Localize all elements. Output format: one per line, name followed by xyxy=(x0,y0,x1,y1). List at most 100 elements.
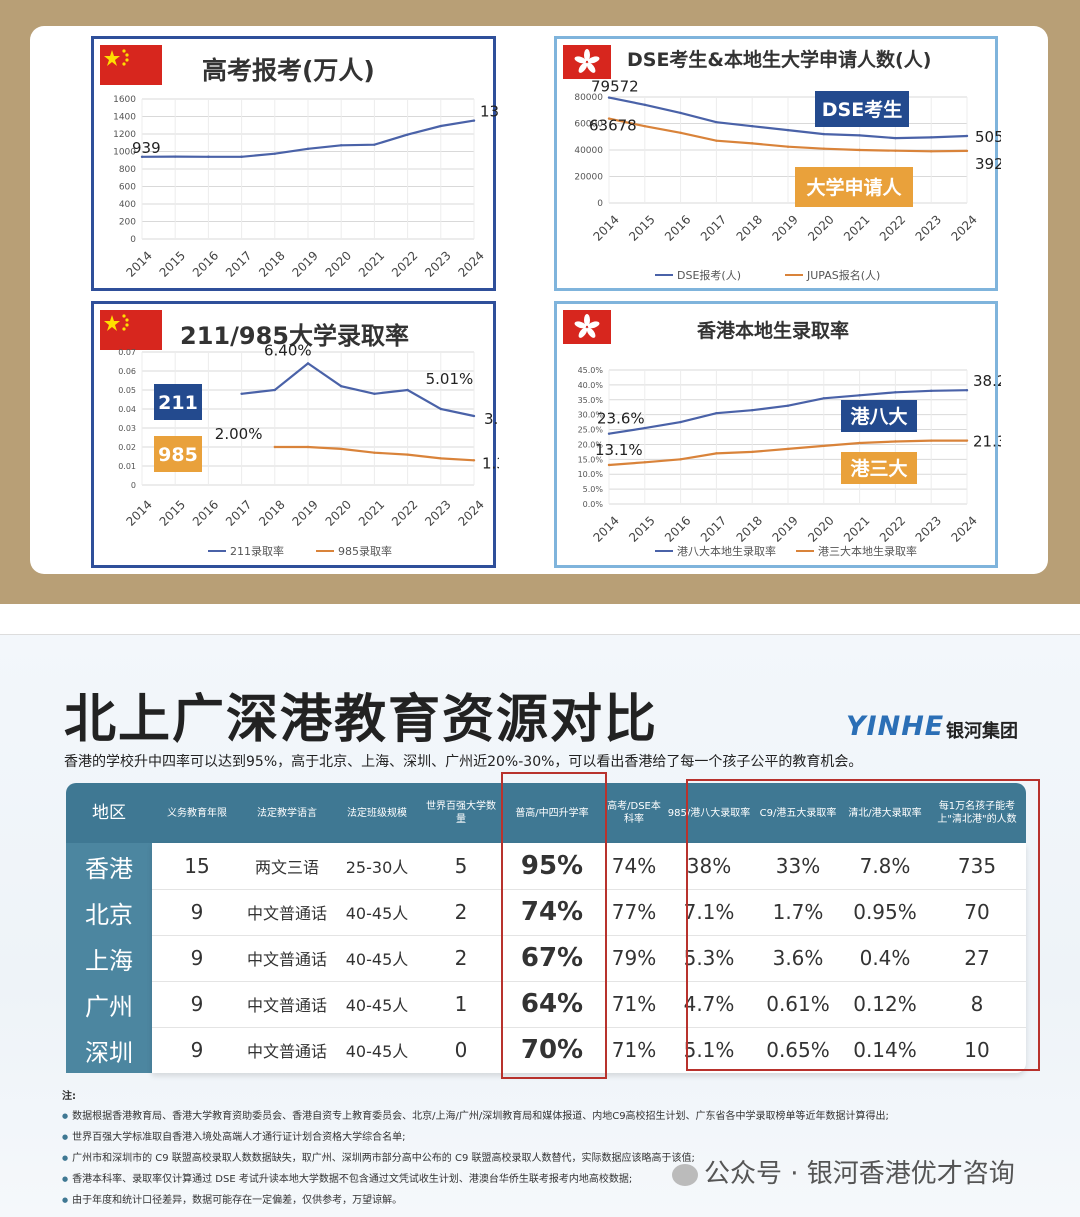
highlight-box-admission-rates xyxy=(686,779,1040,1071)
callout-label: 港八大 xyxy=(850,405,907,428)
table-cell: 1.7% xyxy=(772,900,824,924)
x-tick-label: 2021 xyxy=(356,497,387,528)
page-subtitle: 香港的学校升中四率可以达到95%，高于北京、上海、深圳、广州近20%-30%，可… xyxy=(64,754,863,770)
x-tick-label: 2020 xyxy=(805,513,836,544)
y-tick-label: 0.05 xyxy=(118,386,136,395)
hk-admission-chart: 0.0% 5.0% 10.0% 15.0% 20.0% 25.0% 30.0% 35.0% 40… xyxy=(578,366,1001,558)
data-point xyxy=(340,447,343,451)
legend-label: DSE报考(人) xyxy=(677,268,741,282)
data-point xyxy=(306,445,310,449)
data-point xyxy=(607,96,611,99)
wechat-watermark: 公众号 · 银河香港优才咨询 xyxy=(672,1153,1015,1190)
data-point xyxy=(207,155,210,158)
y-tick-label: 0.03 xyxy=(118,424,136,433)
x-tick-label: 2022 xyxy=(389,248,420,279)
y-tick-label: 45.0% xyxy=(578,366,604,375)
hong-kong-flag-icon xyxy=(563,310,611,344)
data-point xyxy=(894,391,897,394)
x-tick-label: 2019 xyxy=(769,212,800,243)
data-point xyxy=(373,392,376,395)
y-tick-label: 600 xyxy=(119,183,136,193)
table-cell: 5.3% xyxy=(683,946,735,970)
table-cell: 两文三语 xyxy=(254,858,319,877)
data-point xyxy=(965,389,969,392)
table-cell: 40-45人 xyxy=(345,904,409,923)
y-tick-label: 0.06 xyxy=(118,367,136,376)
wechat-icon xyxy=(672,1163,698,1186)
note-item: 广州市和深圳市的 C9 联盟高校录取人数数据缺失，取广州、深圳两市部分高中公布的… xyxy=(62,1149,1042,1164)
x-tick-label: 2023 xyxy=(422,497,453,528)
yinhe-logo: YINHE xyxy=(846,711,945,742)
data-point xyxy=(965,439,969,442)
data-label: 1.30% xyxy=(482,454,499,472)
y-tick-label: 40.0% xyxy=(578,381,604,390)
table-cell: 中文普通话 xyxy=(246,996,327,1015)
x-tick-label: 2019 xyxy=(289,248,320,279)
table-cell: 5 xyxy=(454,854,468,878)
region-cell: 深圳 xyxy=(85,1038,133,1067)
chart-title: 高考报考(万人) xyxy=(202,56,375,85)
y-tick-label: 20000 xyxy=(574,173,603,183)
table-cell: 70% xyxy=(520,1035,584,1065)
y-tick-label: 40000 xyxy=(574,146,603,156)
data-point xyxy=(965,149,969,153)
row-divider xyxy=(152,981,1026,982)
column-header: C9/港五大录取率 xyxy=(759,807,837,819)
y-tick-label: 10.0% xyxy=(578,470,604,479)
data-point xyxy=(751,124,754,128)
column-header: 法定班级规模 xyxy=(347,807,407,819)
x-tick-label: 2016 xyxy=(662,212,693,243)
column-header: 985/港八大录取率 xyxy=(667,807,751,819)
callout-badge xyxy=(815,91,909,127)
data-label: 23.6% xyxy=(597,410,645,428)
data-point xyxy=(607,463,611,467)
table-row: 香港 15 两文三语 25-30人 5 95% 74% 38% 33% 7.8% 735 xyxy=(66,843,1026,889)
x-tick-label: 2024 xyxy=(455,248,486,279)
charts-card: 高考报考(万人) 0 200 400 600 800 1000 1200 1400 1600 20… xyxy=(30,26,1048,574)
region-cell: 香港 xyxy=(85,854,133,883)
x-tick-label: 2020 xyxy=(323,497,354,528)
page-title: 北上广深港教育资源对比 xyxy=(64,690,659,750)
x-tick-label: 2016 xyxy=(190,497,221,528)
table-cell: 中文普通话 xyxy=(246,950,327,969)
table-row: 广州 9 中文普通话 40-45人 1 64% 71% 4.7% 0.61% 0.12% 8 xyxy=(66,981,1026,1027)
x-tick-label: 2016 xyxy=(190,248,221,279)
callout-badge xyxy=(841,452,917,484)
brand-name: 银河集团 xyxy=(946,721,1018,742)
notes: 注: 数据根据香港教育局、香港大学教育资助委员会、香港自资专上教育委员会、北京/… xyxy=(62,1087,1042,1212)
x-tick-label: 2014 xyxy=(590,212,621,243)
table-cell: 0.4% xyxy=(859,946,911,970)
table-cell: 10 xyxy=(964,1038,990,1062)
x-tick-label: 2019 xyxy=(289,497,320,528)
y-tick-label: 30.0% xyxy=(578,411,604,420)
x-tick-label: 2024 xyxy=(455,497,486,528)
table-cell: 33% xyxy=(775,854,821,878)
callout-label: DSE考生 xyxy=(822,98,902,121)
legend-label: JUPAS报名(人) xyxy=(806,268,880,282)
data-point xyxy=(858,134,861,137)
data-point xyxy=(373,143,376,146)
column-header: 法定教学语言 xyxy=(257,807,317,819)
y-tick-label: 0 xyxy=(130,235,136,245)
callout-badge xyxy=(154,384,202,420)
x-tick-label: 2021 xyxy=(841,212,872,243)
row-divider xyxy=(152,889,1026,890)
x-tick-label: 2014 xyxy=(123,497,154,528)
data-point xyxy=(679,111,682,115)
legend-label: 211录取率 xyxy=(230,544,284,558)
table-cell: 64% xyxy=(520,989,584,1019)
x-tick-label: 2015 xyxy=(157,497,188,528)
y-tick-label: 0.0% xyxy=(583,500,604,509)
data-point xyxy=(607,432,611,435)
data-label: 1353 xyxy=(480,103,499,121)
region-cell: 广州 xyxy=(85,992,133,1021)
x-tick-label: 2022 xyxy=(877,212,908,243)
y-tick-label: 0.01 xyxy=(118,462,136,471)
y-tick-label: 400 xyxy=(119,200,136,210)
note-item: 由于年度和统计口径差异，数据可能存在一定偏差，仅供参考，万望谅解。 xyxy=(62,1191,1042,1206)
data-label: 39298 xyxy=(975,155,1001,173)
x-tick-label: 2021 xyxy=(841,513,872,544)
gaokao-chart-panel: 高考报考(万人) 0 200 400 600 800 1000 1200 1400 1600 20… xyxy=(91,36,499,291)
